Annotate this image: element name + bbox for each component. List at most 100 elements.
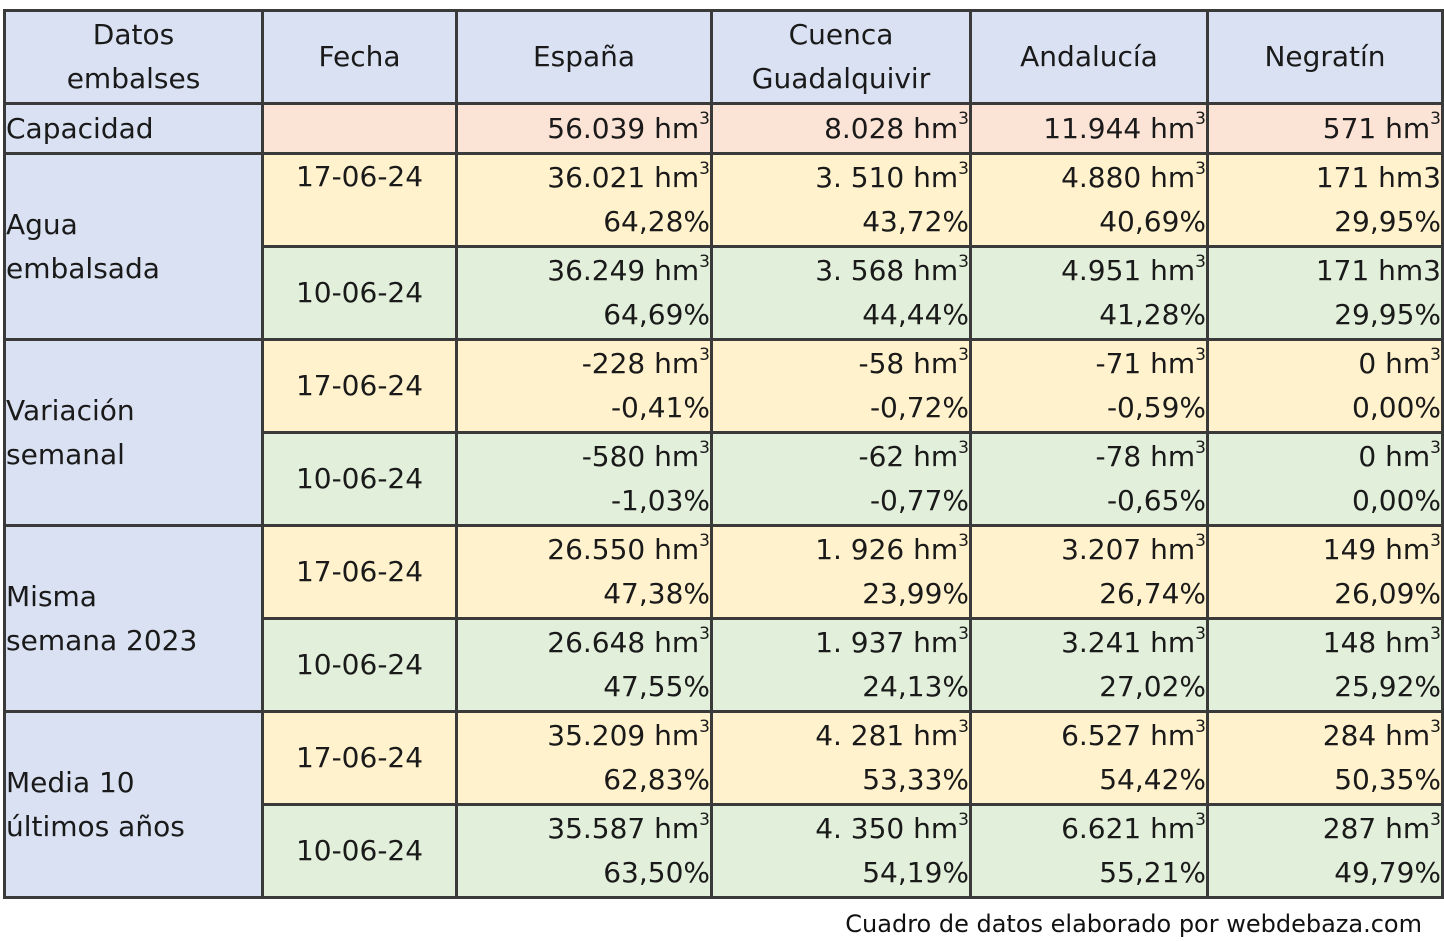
espana-volume-exp: 3 <box>699 716 710 737</box>
espana-volume-exp: 3 <box>699 251 710 272</box>
espana-percentage: 64,69% <box>603 298 710 331</box>
andalucia-percentage: 54,42% <box>1099 763 1206 796</box>
espana-percentage: -1,03% <box>610 484 710 517</box>
andalucia-volume-exp: 3 <box>1195 530 1206 551</box>
andalucia-volume: -78 hm3 <box>974 436 1206 480</box>
andalucia-volume: 3.207 hm3 <box>974 529 1206 573</box>
andalucia-value-cell: 6.621 hm3 55,21% <box>969 803 1209 899</box>
negratin-volume-exp: 3 <box>1430 716 1441 737</box>
espana-value-cell: 36.249 hm3 64,69% <box>455 245 713 341</box>
capacity-andalucia: 11.944 hm3 <box>969 102 1209 155</box>
negratin-volume: 171 hm3 <box>1211 157 1440 201</box>
andalucia-volume-text: 3.241 hm <box>1061 626 1196 659</box>
capacity-negratin-exp: 3 <box>1430 109 1441 130</box>
negratin-percentage: 29,95% <box>1334 298 1441 331</box>
cuenca-volume: -58 hm3 <box>715 343 968 387</box>
section-label-line2: últimos años <box>6 809 185 843</box>
reservoir-data-table: Datos embalses Fecha España Cuenca Guada… <box>3 9 1444 899</box>
andalucia-percentage: 27,02% <box>1099 670 1206 703</box>
espana-percentage: 47,55% <box>603 670 710 703</box>
negratin-percentage: 50,35% <box>1334 763 1441 796</box>
negratin-volume-text: 171 hm3 <box>1315 254 1441 287</box>
espana-percentage: 62,83% <box>603 763 710 796</box>
andalucia-value-cell: 3.207 hm3 26,74% <box>969 524 1209 620</box>
espana-value-cell: 36.021 hm3 64,28% <box>455 152 713 248</box>
andalucia-volume-exp: 3 <box>1195 809 1206 830</box>
section-label: Agua embalsada <box>3 152 264 341</box>
cuenca-percentage: 23,99% <box>862 577 969 610</box>
espana-volume-text: 36.249 hm <box>547 254 700 287</box>
espana-volume: 35.209 hm3 <box>460 715 710 759</box>
header-fecha: Fecha <box>261 9 458 105</box>
negratin-value-cell: 171 hm3 29,95% <box>1206 152 1444 248</box>
header-datos-line2: embalses <box>66 62 201 95</box>
capacity-fecha-empty <box>261 102 458 155</box>
negratin-percentage: 25,92% <box>1334 670 1441 703</box>
negratin-value-cell: 284 hm3 50,35% <box>1206 710 1444 806</box>
negratin-percentage: 0,00% <box>1352 484 1441 517</box>
cuenca-volume-text: -58 hm <box>858 347 959 380</box>
table-row: Agua embalsada 17-06-24 36.021 hm3 64,28% 3. … <box>3 152 1444 341</box>
espana-volume-exp: 3 <box>699 437 710 458</box>
header-datos-line1: Datos <box>92 18 175 51</box>
capacity-andalucia-value: 11.944 hm <box>1043 111 1196 145</box>
cuenca-volume: 4. 281 hm3 <box>715 715 967 759</box>
table-row: Variación semanal 17-06-24 -228 hm3 -0,41% -5… <box>3 338 1444 527</box>
cuenca-volume: 1. 926 hm3 <box>715 529 967 573</box>
cuenca-volume-text: -62 hm <box>858 440 959 473</box>
header-row: Datos embalses Fecha España Cuenca Guada… <box>3 9 1444 105</box>
negratin-volume-exp: 3 <box>1430 437 1441 458</box>
espana-volume-exp: 3 <box>699 623 710 644</box>
andalucia-volume-text: 4.880 hm <box>1061 161 1196 194</box>
cuenca-volume-exp: 3 <box>958 158 969 179</box>
cuenca-value-cell: 1. 926 hm3 23,99% <box>710 524 972 620</box>
capacity-espana-value: 56.039 hm <box>547 111 700 145</box>
date-cell: 17-06-24 <box>261 152 458 248</box>
espana-value-cell: 35.587 hm3 63,50% <box>455 803 713 899</box>
espana-volume-text: 35.587 hm <box>547 812 700 845</box>
cuenca-value-cell: 4. 281 hm3 53,33% <box>710 710 972 806</box>
header-cuenca-line1: Cuenca <box>788 18 894 51</box>
andalucia-percentage: 26,74% <box>1099 577 1206 610</box>
andalucia-value-cell: -78 hm3 -0,65% <box>969 431 1209 527</box>
cuenca-volume-exp: 3 <box>958 623 969 644</box>
section-label-line1: Agua <box>6 207 78 241</box>
capacity-label: Capacidad <box>3 102 264 155</box>
andalucia-percentage: 41,28% <box>1099 298 1206 331</box>
negratin-volume: 0 hm3 <box>1211 343 1439 387</box>
capacity-cuenca-exp: 3 <box>958 109 969 130</box>
header-datos-embalses: Datos embalses <box>3 9 264 105</box>
espana-volume-exp: 3 <box>699 809 710 830</box>
cuenca-volume-exp: 3 <box>958 251 969 272</box>
andalucia-volume-exp: 3 <box>1195 344 1206 365</box>
espana-volume: 35.587 hm3 <box>460 808 710 852</box>
table-row: 10-06-24 36.249 hm3 64,69% 3. 568 hm3 44,44%… <box>5 245 1444 341</box>
table-row: Media 10 últimos años 17-06-24 35.209 hm3 62… <box>3 710 1444 899</box>
espana-volume: 36.021 hm3 <box>460 157 708 201</box>
andalucia-volume: -71 hm3 <box>974 343 1206 387</box>
andalucia-volume-exp: 3 <box>1195 437 1206 458</box>
capacity-negratin: 571 hm3 <box>1206 102 1444 155</box>
negratin-volume: 284 hm3 <box>1211 715 1441 759</box>
espana-volume: -228 hm3 <box>460 343 709 387</box>
negratin-volume: 0 hm3 <box>1211 436 1441 480</box>
andalucia-volume-exp: 3 <box>1195 716 1206 737</box>
negratin-volume-exp: 3 <box>1430 530 1441 551</box>
espana-volume-text: 36.021 hm <box>547 161 700 194</box>
andalucia-volume: 6.527 hm3 <box>974 715 1206 759</box>
negratin-volume-text: 148 hm <box>1322 626 1431 659</box>
espana-value-cell: 35.209 hm3 62,83% <box>455 710 713 806</box>
section-label-line1: Media 10 <box>6 765 135 799</box>
cuenca-percentage: 44,44% <box>862 298 969 331</box>
cuenca-volume: 3. 510 hm3 <box>715 157 969 201</box>
capacity-espana: 56.039 hm3 <box>455 102 713 155</box>
cuenca-value-cell: 4. 350 hm3 54,19% <box>710 803 972 899</box>
cuenca-percentage: -0,72% <box>869 391 969 424</box>
cuenca-value-cell: -62 hm3 -0,77% <box>710 431 972 527</box>
andalucia-volume-text: 6.527 hm <box>1061 719 1196 752</box>
negratin-volume: 287 hm3 <box>1211 808 1440 852</box>
andalucia-volume-exp: 3 <box>1195 623 1206 644</box>
section-label-line2: semana 2023 <box>6 623 198 657</box>
negratin-percentage: 0,00% <box>1352 391 1441 424</box>
cuenca-value-cell: 3. 510 hm3 43,72% <box>710 152 972 248</box>
